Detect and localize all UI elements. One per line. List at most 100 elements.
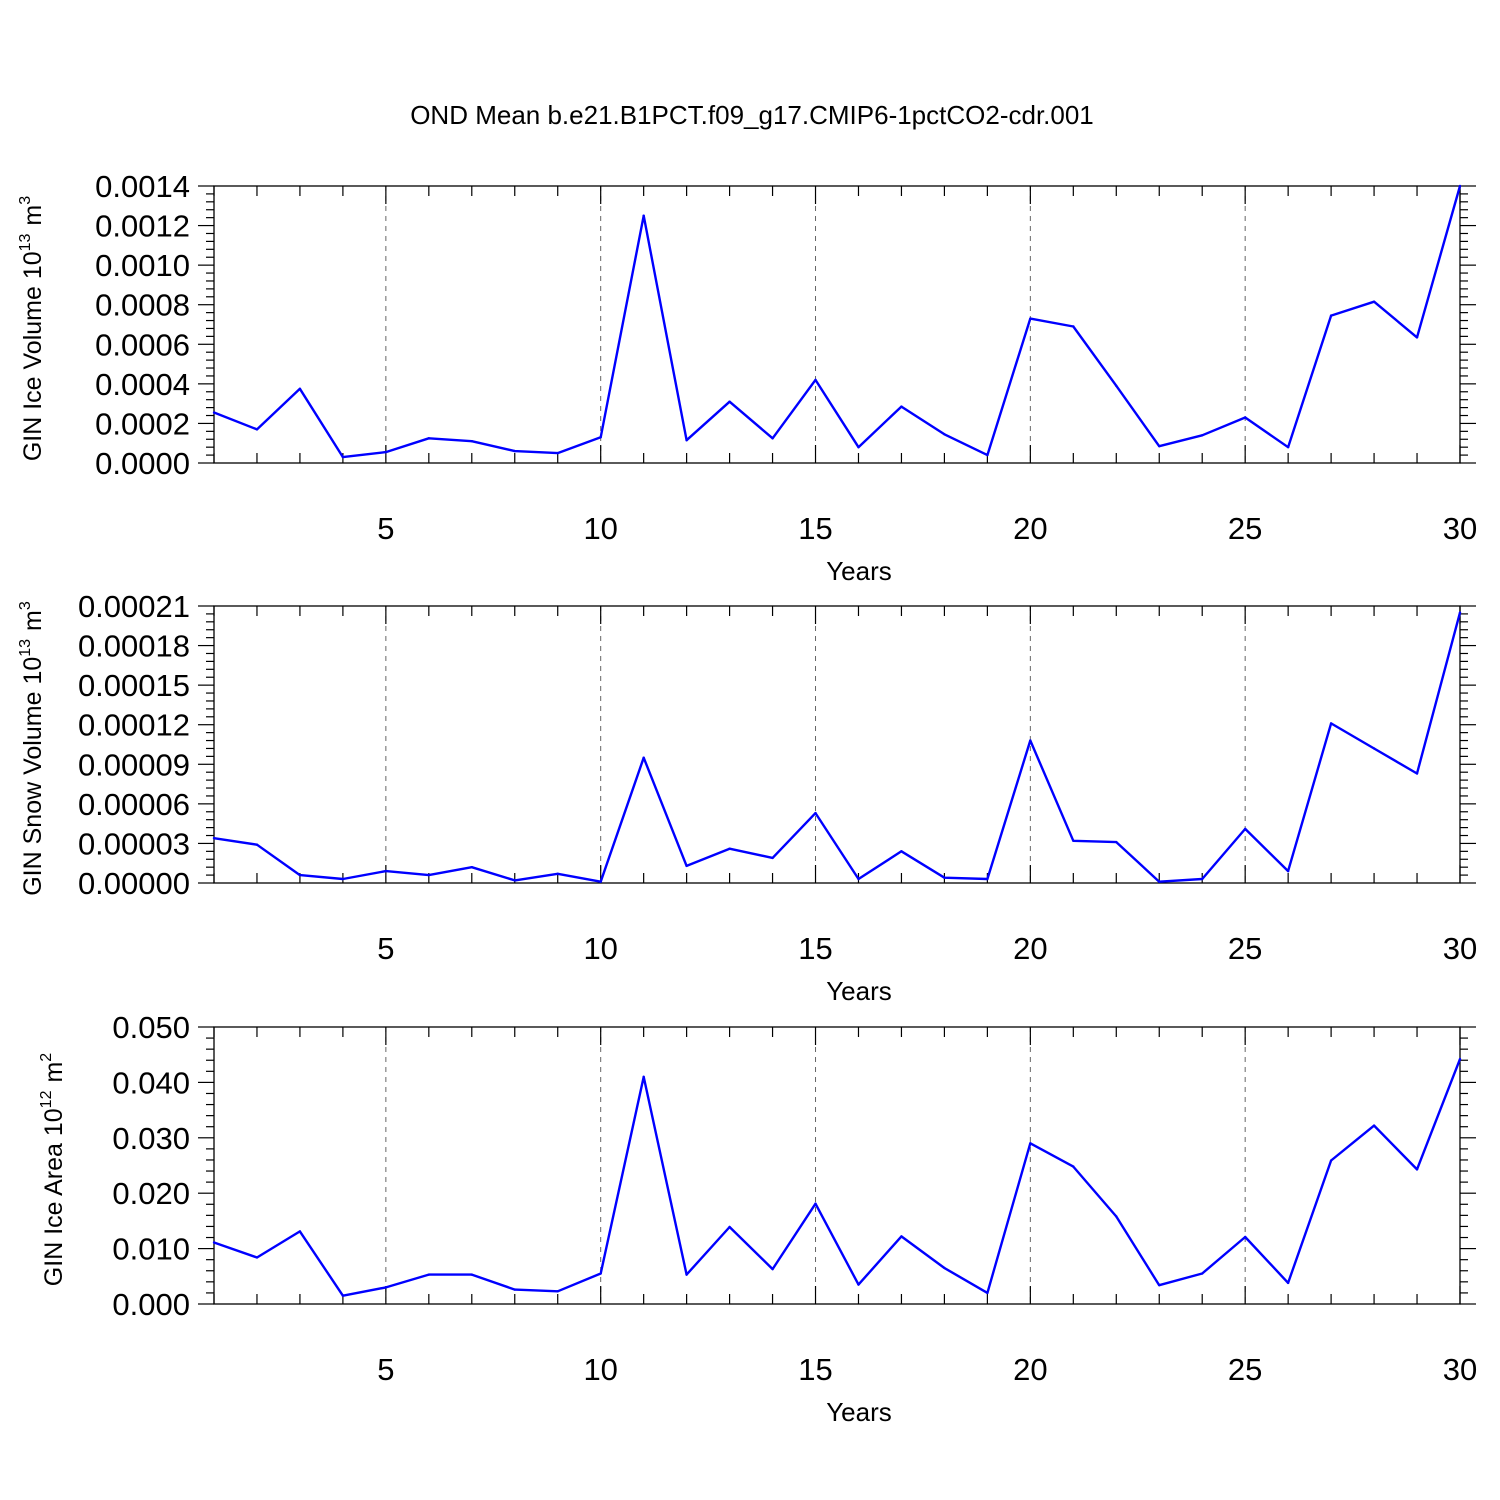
data-point [728, 400, 731, 403]
x-tick-label: 15 [798, 511, 832, 546]
data-point [384, 869, 388, 873]
data-point [599, 1272, 602, 1275]
y-tick-label: 0.0008 [95, 288, 190, 323]
y-tick-label: 0.050 [112, 1010, 190, 1045]
data-point [1415, 1168, 1419, 1171]
y-tick-label: 0.00003 [78, 826, 190, 861]
data-point [1243, 1235, 1247, 1239]
data-point [685, 439, 688, 442]
data-point [943, 1266, 946, 1270]
data-point [341, 877, 345, 881]
panel-2: 5 10 15 20 25 30 0.00000 0.00003 0.00006 0.00009 0… [17, 589, 1477, 1006]
data-point [341, 1294, 345, 1297]
y-tick-label: 0.0012 [95, 209, 190, 244]
data-point [1201, 877, 1204, 881]
data-point [857, 877, 860, 881]
data-point [986, 1291, 989, 1295]
data-point [1372, 747, 1376, 750]
data-point [642, 756, 645, 759]
data-point [857, 1283, 860, 1286]
data-point [943, 876, 946, 879]
x-axis-title: Years [826, 1397, 892, 1427]
y-axis-title: GIN Ice Volume 1013 m3 [17, 196, 47, 461]
data-point [1415, 772, 1419, 775]
data-point [1072, 325, 1075, 328]
x-axis-title: Years [826, 556, 892, 586]
y-axis-title-exponent: 13 [17, 639, 34, 657]
data-point [298, 873, 302, 877]
data-point [1286, 869, 1290, 873]
y-tick-label: 0.020 [112, 1176, 190, 1211]
data-point [470, 440, 473, 443]
y-axis-title-unit: m [19, 610, 47, 631]
data-point [1458, 184, 1462, 188]
data-point [900, 850, 903, 853]
plot-frame [213, 605, 1461, 884]
data-point [986, 453, 989, 457]
y-axis-title-unit: m [19, 205, 47, 226]
y-tick-label: 0.030 [112, 1121, 190, 1156]
y-tick-label: 0.010 [112, 1232, 190, 1267]
data-point [1115, 384, 1118, 388]
y-tick-label: 0.0000 [95, 446, 190, 481]
data-point [384, 1286, 388, 1289]
x-tick-label: 5 [377, 511, 394, 546]
data-point [685, 1273, 688, 1276]
data-point [212, 1241, 216, 1244]
x-tick-label: 15 [798, 931, 832, 966]
data-point [642, 1075, 645, 1079]
y-tick-label: 0.0002 [95, 406, 190, 441]
x-tick-label: 10 [583, 931, 617, 966]
data-point [212, 411, 216, 414]
y-axis-title-unit-exponent: 2 [38, 1053, 55, 1062]
x-tick-label: 20 [1013, 1352, 1047, 1387]
data-point [814, 1202, 817, 1205]
data-point [599, 880, 602, 883]
data-point [1286, 445, 1290, 449]
y-tick-label: 0.000 [112, 1287, 190, 1322]
data-point [513, 879, 516, 882]
data-point [1158, 880, 1161, 883]
x-tick-label: 25 [1228, 511, 1262, 546]
panel-1: 5 10 15 20 25 30 0.0000 0.0002 0.0004 0.0006 0.000… [17, 169, 1477, 586]
y-axis-title: GIN Snow Volume 1013 m3 [17, 601, 47, 896]
data-point [685, 864, 688, 868]
data-point [255, 428, 259, 431]
y-axis-title-unit-exponent: 3 [17, 601, 34, 610]
y-tick-label: 0.0014 [95, 169, 190, 204]
data-point [1158, 1283, 1161, 1287]
data-point [1201, 1272, 1204, 1275]
y-axis-title: GIN Ice Area 1012 m2 [38, 1053, 68, 1287]
x-tick-label: 25 [1228, 1352, 1262, 1387]
data-point [427, 1273, 431, 1276]
data-point [943, 433, 946, 436]
y-tick-label: 0.0006 [95, 327, 190, 362]
data-point [1329, 1159, 1333, 1162]
y-axis-title-text: GIN Ice Volume 10 [19, 251, 47, 461]
data-point [556, 451, 559, 455]
panel-3: 5 10 15 20 25 30 0.000 0.010 0.020 0.030 0.040 0.05… [38, 1010, 1477, 1427]
data-point [1329, 722, 1333, 725]
y-tick-label: 0.00018 [78, 629, 190, 664]
y-tick-label: 0.00012 [78, 708, 190, 743]
data-point [1415, 336, 1419, 339]
data-point [771, 856, 774, 860]
data-point [1158, 444, 1161, 448]
chart-title: OND Mean b.e21.B1PCT.f09_g17.CMIP6-1pctC… [410, 100, 1094, 130]
data-point [1115, 1215, 1118, 1218]
data-point [986, 877, 989, 881]
series-line [213, 185, 1462, 459]
x-tick-label: 5 [377, 931, 394, 966]
plot-frame [213, 185, 1461, 464]
data-point [470, 865, 473, 869]
series-line [213, 1058, 1462, 1297]
data-point [1029, 1142, 1032, 1145]
data-point [556, 1290, 559, 1293]
x-tick-label: 10 [583, 511, 617, 546]
data-point [1029, 317, 1032, 320]
x-tick-label: 5 [377, 1352, 394, 1387]
x-tick-label: 25 [1228, 931, 1262, 966]
data-point [1243, 416, 1247, 419]
data-point [814, 378, 817, 382]
